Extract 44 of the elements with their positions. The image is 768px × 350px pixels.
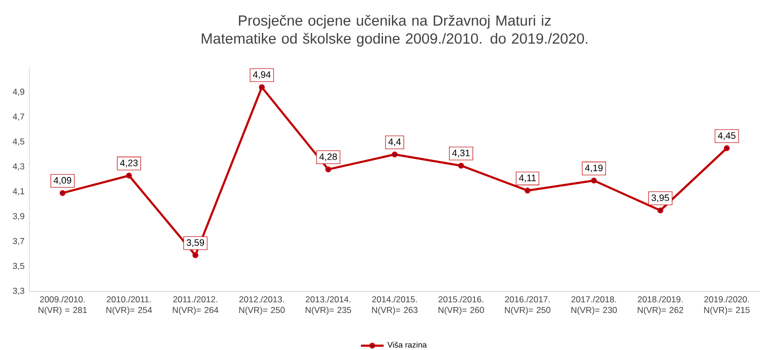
y-tick-label: 3,7 bbox=[12, 238, 24, 246]
data-label: 4,11 bbox=[518, 174, 536, 182]
point bbox=[258, 84, 265, 90]
point bbox=[60, 190, 66, 196]
y-tick-label: 3,5 bbox=[12, 262, 24, 270]
y-tick-label: 4,5 bbox=[12, 138, 24, 146]
data-label: 4,23 bbox=[120, 160, 138, 168]
data-label: 4,94 bbox=[252, 71, 271, 79]
y-tick-label: 4,7 bbox=[12, 114, 24, 121]
data-label: 4,31 bbox=[452, 150, 470, 158]
x-tick-label: 2015./2016. N(VR)= 260 bbox=[438, 296, 484, 315]
x-tick-label: 2012./2013. N(VR)= 250 bbox=[239, 296, 285, 315]
x-tick-label: 2016./2017. N(VR)= 250 bbox=[504, 296, 550, 315]
chart-title: Prosječne ocjene učenika na Državnoj Maturi iz Matematike od školske godine 2009./2010. do 2019./2020. bbox=[202, 14, 588, 47]
y-tick-label: 4,3 bbox=[12, 163, 24, 170]
legend-label: Viša razina bbox=[387, 342, 427, 348]
point bbox=[325, 166, 332, 172]
x-tick-label: 2014./2015. N(VR)= 263 bbox=[372, 296, 418, 315]
point bbox=[724, 145, 730, 152]
point bbox=[657, 207, 664, 214]
point bbox=[590, 178, 597, 184]
data-label: 4,09 bbox=[54, 177, 72, 185]
data-label: 3,59 bbox=[186, 239, 204, 247]
x-tick-label: 2011./2012. N(VR)= 264 bbox=[172, 296, 218, 315]
point bbox=[126, 172, 132, 179]
x-tick-label: 2009./2010. N(VR) = 281 bbox=[38, 296, 87, 315]
y-tick-label: 3,3 bbox=[12, 288, 24, 295]
y-tick-label: 4,9 bbox=[12, 88, 24, 96]
point bbox=[458, 162, 464, 169]
x-tick-label: 2017./2018. N(VR)= 230 bbox=[571, 296, 617, 315]
data-label: 4,45 bbox=[718, 132, 736, 140]
data-label: 4,28 bbox=[319, 153, 337, 162]
data-label: 4,19 bbox=[585, 164, 603, 172]
data-label: 3,95 bbox=[652, 194, 670, 202]
data-label: 4,4 bbox=[388, 138, 401, 146]
y-tick-label: 4,1 bbox=[12, 188, 24, 196]
x-tick-label: 2018./2019. N(VR)= 262 bbox=[638, 296, 684, 315]
x-tick-label: 2010./2011. N(VR)= 254 bbox=[106, 296, 152, 315]
x-tick-label: 2013./2014. N(VR)= 235 bbox=[306, 296, 352, 315]
point bbox=[392, 152, 398, 158]
y-tick-label: 3,9 bbox=[12, 213, 24, 220]
point bbox=[192, 252, 198, 258]
point bbox=[524, 188, 530, 194]
x-tick-label: 2019./2020. N(VR)= 215 bbox=[704, 296, 750, 315]
